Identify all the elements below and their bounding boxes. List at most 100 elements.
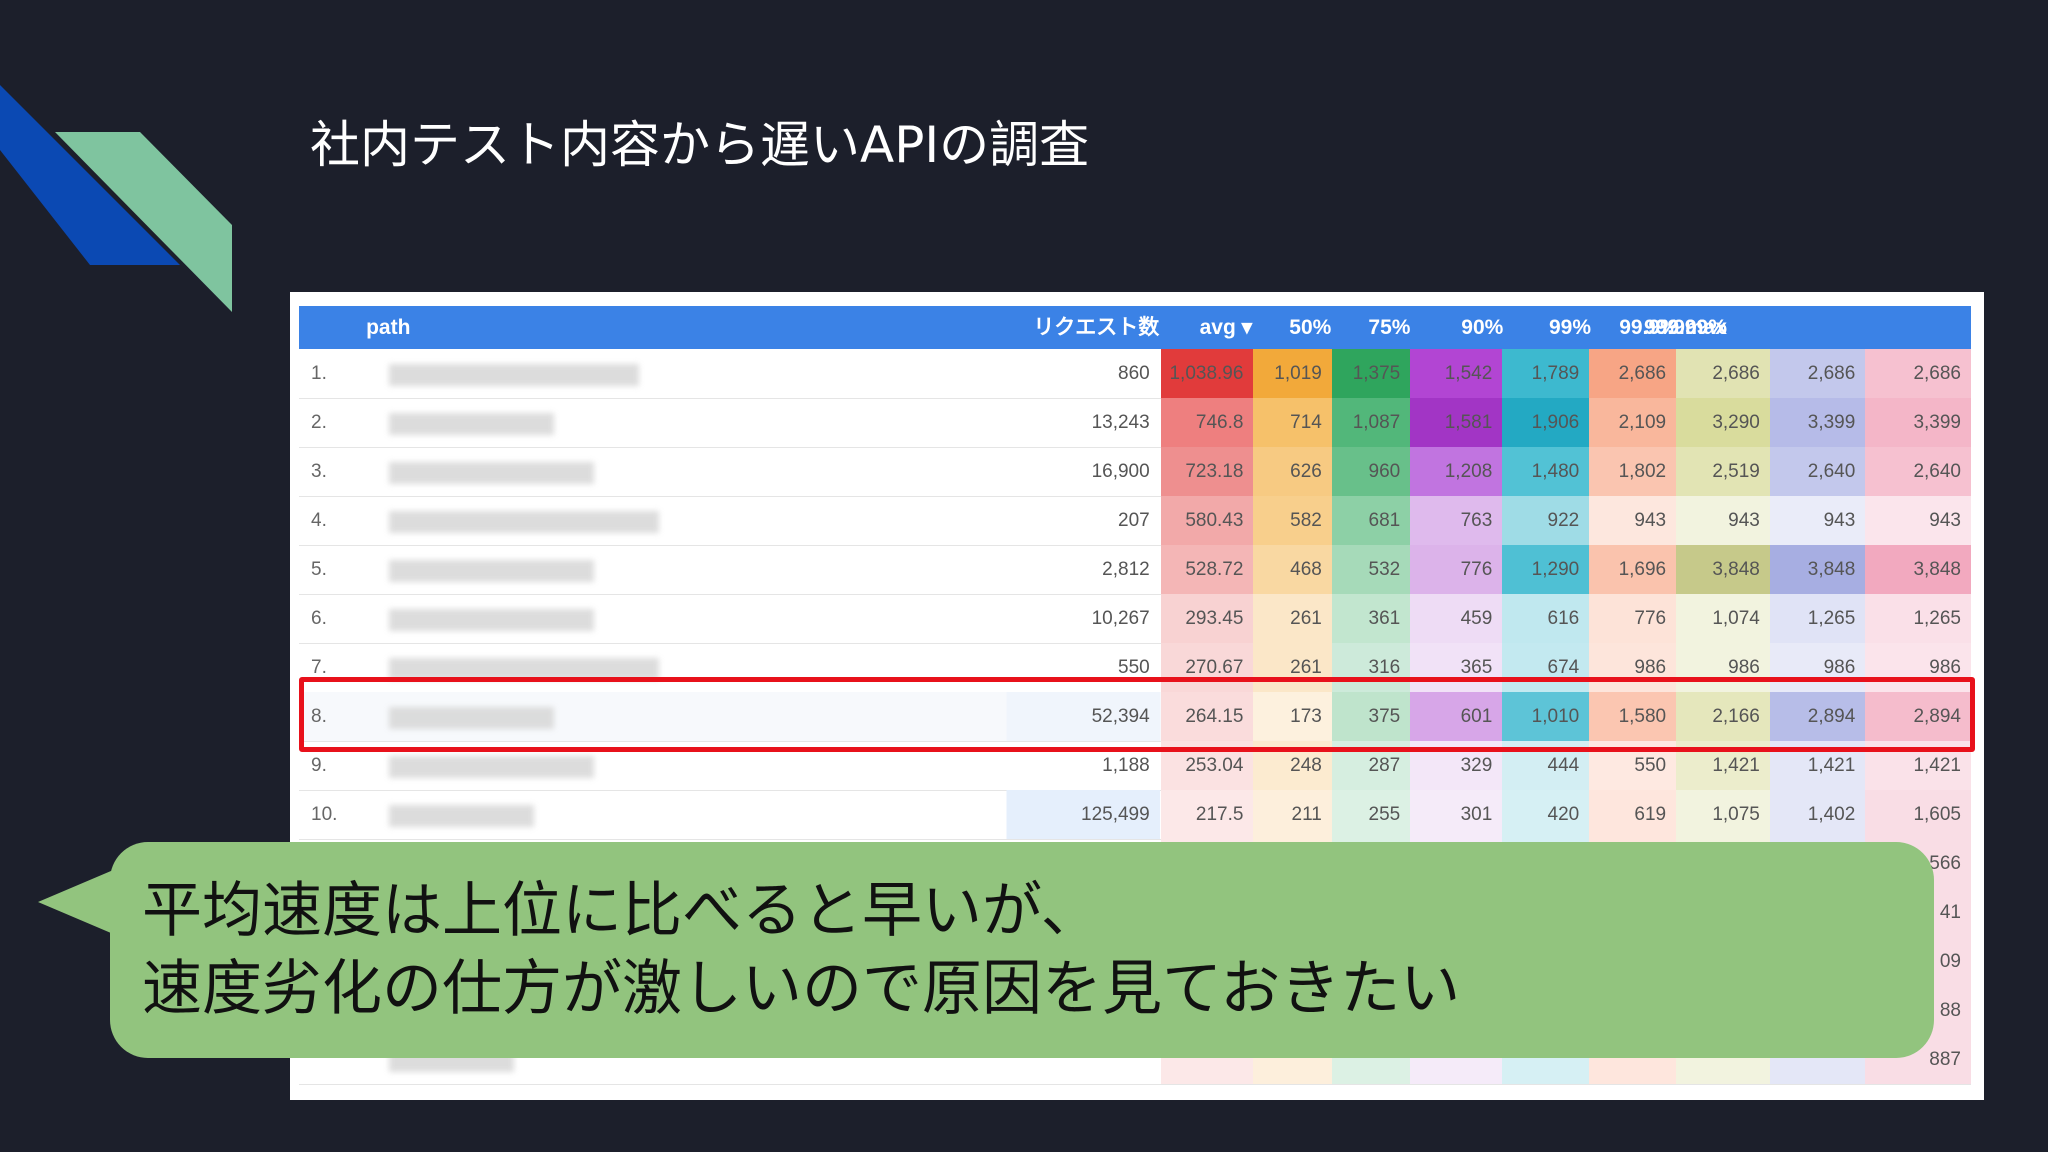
cell-p99: 616 (1502, 594, 1590, 643)
cell-avg: 293.45 (1161, 594, 1254, 643)
redacted-path (389, 560, 594, 582)
cell-avg: 528.72 (1161, 545, 1254, 594)
header-7[interactable]: 99.9% (1619, 316, 1679, 339)
cell-p99999: 2,640 (1769, 447, 1866, 496)
highlight-box-row-8 (299, 677, 1975, 752)
cell-idx: 2. (311, 412, 327, 433)
cell-p99: 1,290 (1502, 545, 1590, 594)
cell-max: 2,894 (1865, 692, 1971, 741)
cell-idx: 7. (311, 657, 327, 678)
cell-p99999: 3,848 (1769, 545, 1866, 594)
redacted-path (389, 364, 639, 386)
redacted-path (389, 511, 659, 533)
cell-p9999: 1,075 (1676, 790, 1770, 839)
table-row[interactable]: 3. 16,900 723.18 626 960 1,208 1,480 1,802 2,519… (299, 447, 1971, 497)
cell-p999: 986 (1589, 643, 1677, 692)
cell-p75: 960 (1331, 447, 1411, 496)
cell-max: 3,399 (1865, 398, 1971, 447)
cell-p50: 468 (1253, 545, 1332, 594)
header-9[interactable]: 99.999% (1644, 316, 1727, 339)
callout-line-1: 平均速度は上位に比べると早いが、 (142, 876, 1101, 946)
table-row[interactable]: 8. 52,394 264.15 173 375 601 1,010 1,580 2,166 2,… (299, 692, 1971, 742)
cell-p99999: 1,265 (1769, 594, 1866, 643)
cell-idx: 4. (311, 510, 327, 531)
cell-avg: 217.5 (1161, 790, 1254, 839)
cell-count: 2,812 (1102, 559, 1150, 580)
cell-p90: 301 (1410, 790, 1503, 839)
cell-p99: 1,906 (1502, 398, 1590, 447)
redacted-path (389, 609, 594, 631)
cell-p999: 2,109 (1589, 398, 1677, 447)
callout-line-2: 速度劣化の仕方が激しいので原因を見ておきたい (142, 954, 1461, 1024)
header-1[interactable]: リクエスト数 (1033, 316, 1160, 339)
redacted-path (389, 413, 554, 435)
cell-p90: 601 (1410, 692, 1503, 741)
cell-p50: 261 (1253, 594, 1332, 643)
cell-p9999: 2,686 (1676, 349, 1770, 398)
cell-count: 52,394 (776, 692, 1160, 741)
cell-max: 2,640 (1865, 447, 1971, 496)
cell-count: 125,499 (776, 790, 1160, 839)
cell-avg: 723.18 (1161, 447, 1254, 496)
cell-max: 943 (1865, 496, 1971, 545)
cell-p99: 1,480 (1502, 447, 1590, 496)
cell-p50: 1,019 (1253, 349, 1332, 398)
cell-p50: 582 (1253, 496, 1332, 545)
header-10[interactable]: max (1684, 316, 1727, 339)
cell-idx: 3. (311, 461, 327, 482)
cell-p75: 1,087 (1331, 398, 1411, 447)
cell-p999: 2,686 (1589, 349, 1677, 398)
cell-p99999: 2,894 (1769, 692, 1866, 741)
header-0[interactable]: path (366, 316, 411, 339)
cell-count: 860 (1118, 363, 1150, 384)
table-row[interactable]: 2. 13,243 746.8 714 1,087 1,581 1,906 2,109 3,29… (299, 398, 1971, 448)
table-row[interactable]: 4. 207 580.43 582 681 763 922 943 943 943 943 (299, 496, 1971, 546)
redacted-path (389, 805, 534, 827)
cell-p99: 420 (1502, 790, 1590, 839)
cell-p9999: 1,074 (1676, 594, 1770, 643)
cell-avg: 270.67 (1161, 643, 1254, 692)
cell-avg: 580.43 (1161, 496, 1254, 545)
cell-p75: 1,375 (1331, 349, 1411, 398)
cell-p90: 365 (1410, 643, 1503, 692)
header-3[interactable]: 50% (1289, 316, 1332, 339)
redacted-path (389, 756, 594, 778)
cell-p90: 776 (1410, 545, 1503, 594)
header-6[interactable]: 99% (1549, 316, 1592, 339)
table-row[interactable]: 5. 2,812 528.72 468 532 776 1,290 1,696 3,848 3,8… (299, 545, 1971, 595)
table-header: path リクエスト数 avg ▾ 50% 75% 90% 99% 99.9% 99.99% 99… (299, 306, 1971, 349)
header-4[interactable]: 75% (1368, 316, 1411, 339)
cell-max: 1,265 (1865, 594, 1971, 643)
slide-title: 社内テスト内容から遅いAPIの調査 (310, 116, 1090, 174)
table-row[interactable]: 6. 10,267 293.45 261 361 459 616 776 1,074 1,265 1… (299, 594, 1971, 644)
cell-p99999: 2,686 (1769, 349, 1866, 398)
cell-p999: 1,580 (1589, 692, 1677, 741)
cell-p75: 532 (1331, 545, 1411, 594)
cell-p99999: 986 (1769, 643, 1866, 692)
cell-p50: 211 (1253, 790, 1332, 839)
cell-p90: 763 (1410, 496, 1503, 545)
cell-count: 10,267 (1091, 608, 1150, 629)
cell-p99999: 943 (1769, 496, 1866, 545)
cell-idx: 1. (311, 363, 327, 384)
cell-p999: 1,696 (1589, 545, 1677, 594)
cell-p90: 459 (1410, 594, 1503, 643)
cell-count: 16,900 (1091, 461, 1150, 482)
cell-p50: 173 (1253, 692, 1332, 741)
header-5[interactable]: 90% (1461, 316, 1504, 339)
cell-max: 986 (1865, 643, 1971, 692)
cell-p75: 316 (1331, 643, 1411, 692)
table-row[interactable]: 10. 125,499 217.5 211 255 301 420 619 1,075 1,402… (299, 790, 1971, 840)
cell-p99999: 3,399 (1769, 398, 1866, 447)
cell-avg: 746.8 (1161, 398, 1254, 447)
cell-p999: 619 (1589, 790, 1677, 839)
cell-count: 1,188 (1102, 755, 1150, 776)
cell-count: 207 (1118, 510, 1150, 531)
header-8[interactable]: 99.99% (1655, 316, 1727, 339)
header-2[interactable]: avg ▾ (1199, 316, 1253, 339)
latency-table-screenshot: path リクエスト数 avg ▾ 50% 75% 90% 99% 99.9% 99.99% 99… (290, 292, 1984, 1100)
table-row[interactable]: 1. 860 1,038.96 1,019 1,375 1,542 1,789 2,686 2,… (299, 349, 1971, 399)
cell-max: 3,848 (1865, 545, 1971, 594)
cell-p99: 1,789 (1502, 349, 1590, 398)
cell-idx: 6. (311, 608, 327, 629)
